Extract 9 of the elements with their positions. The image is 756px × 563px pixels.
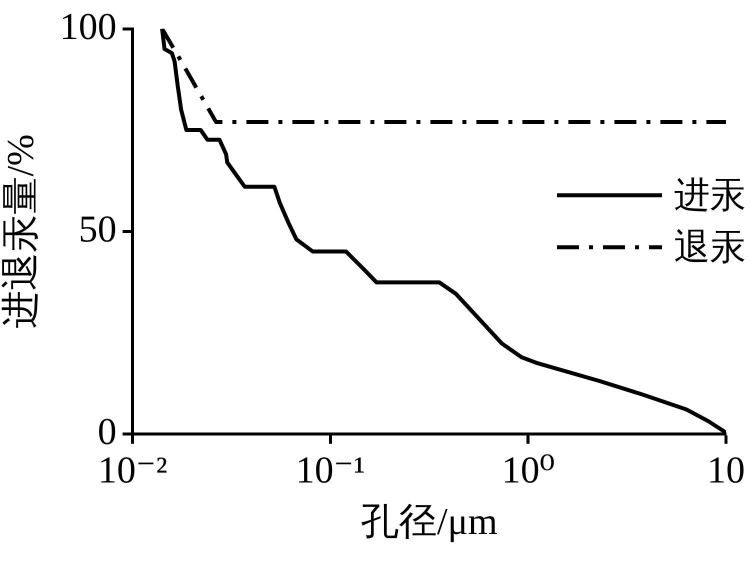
legend-label: 退汞 [674,226,746,267]
legend-label: 进汞 [674,174,746,215]
y-axis-title: 进退汞量/% [0,134,42,328]
x-tick-label: 10⁰ [502,450,555,492]
x-axis-title: 孔径/μm [361,501,498,544]
x-tick-label: 10⁻¹ [296,450,366,492]
y-tick-label: 50 [78,208,117,250]
y-tick-label: 100 [60,6,117,48]
x-tick-label: 10 [707,450,745,492]
